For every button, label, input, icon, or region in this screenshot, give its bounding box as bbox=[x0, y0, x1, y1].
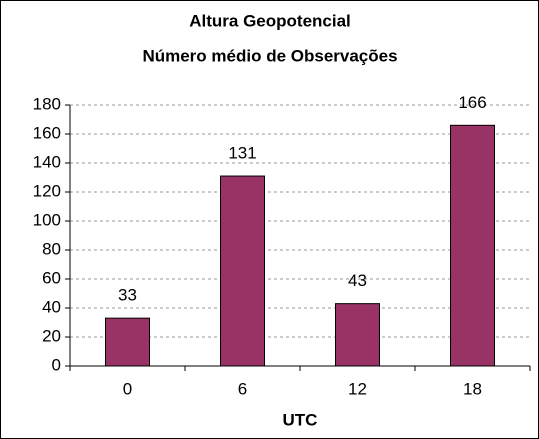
bar bbox=[105, 317, 150, 367]
x-tick-label: 0 bbox=[123, 379, 132, 398]
y-tick-label: 140 bbox=[33, 152, 61, 171]
y-tick-label: 0 bbox=[52, 355, 61, 374]
x-tick-label: 18 bbox=[463, 379, 482, 398]
chart-title: Altura Geopotencial bbox=[189, 11, 351, 30]
bar bbox=[220, 175, 265, 367]
y-tick-label: 160 bbox=[33, 123, 61, 142]
x-axis-label: UTC bbox=[283, 410, 318, 429]
y-tick-label: 40 bbox=[42, 297, 61, 316]
bar bbox=[335, 303, 380, 367]
y-tick-label: 100 bbox=[33, 210, 61, 229]
y-tick-label: 60 bbox=[42, 268, 61, 287]
bar bbox=[450, 124, 495, 367]
data-label: 166 bbox=[458, 93, 486, 112]
y-tick-label: 120 bbox=[33, 181, 61, 200]
data-label: 43 bbox=[348, 271, 367, 290]
y-tick-label: 80 bbox=[42, 239, 61, 258]
data-label: 33 bbox=[118, 286, 137, 305]
x-tick-label: 12 bbox=[348, 379, 367, 398]
chart-subtitle: Número médio de Observações bbox=[142, 46, 397, 65]
y-tick-label: 20 bbox=[42, 326, 61, 345]
data-label: 131 bbox=[228, 144, 256, 163]
x-tick-label: 6 bbox=[238, 379, 247, 398]
y-tick-label: 180 bbox=[33, 94, 61, 113]
